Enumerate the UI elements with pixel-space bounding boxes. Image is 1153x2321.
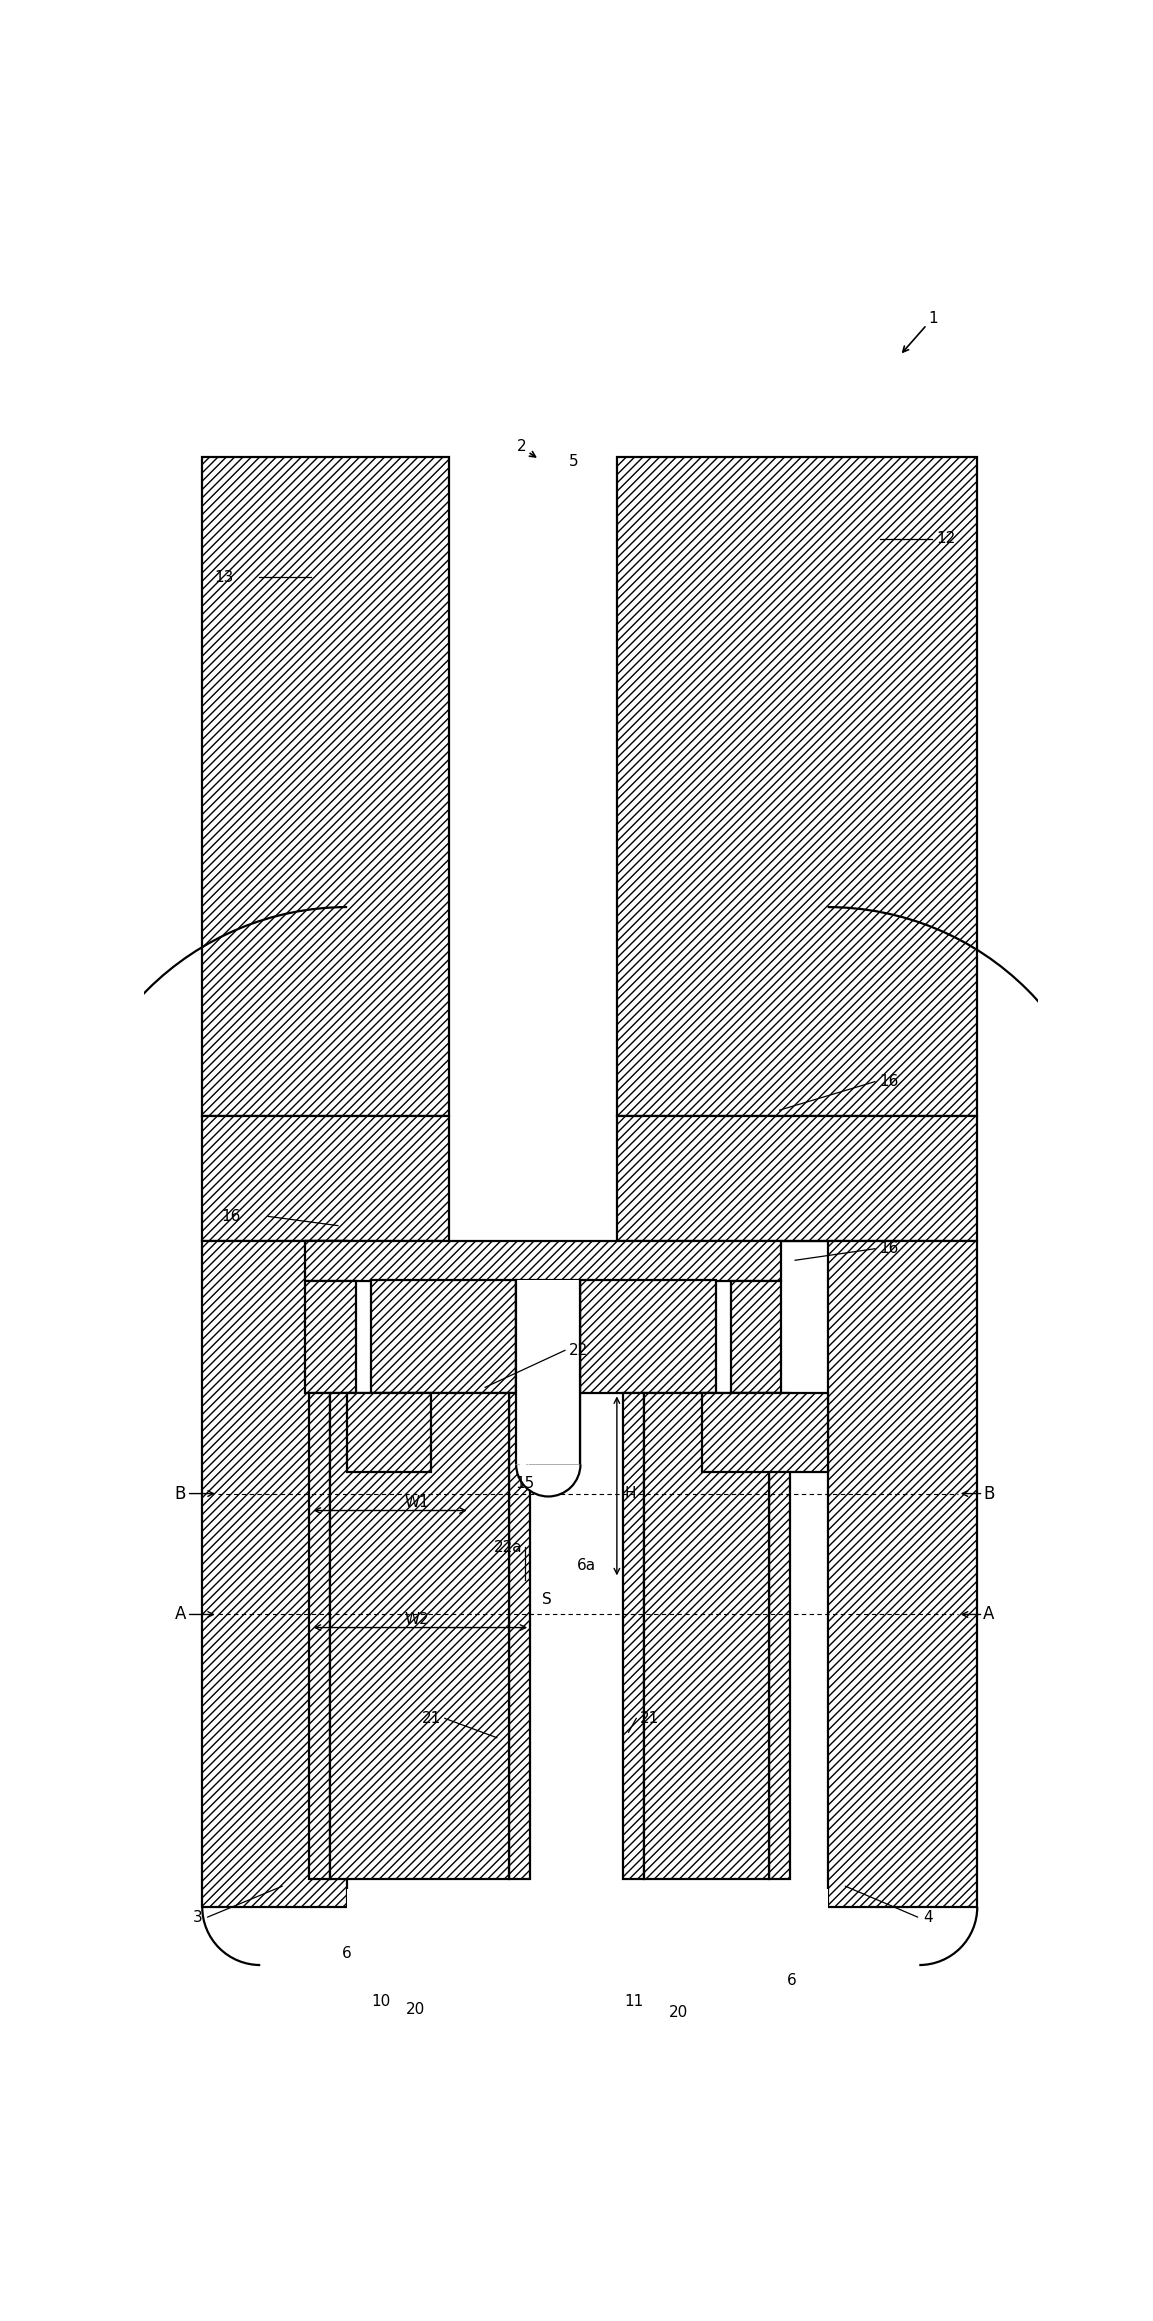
Text: 21: 21 [422, 1711, 440, 1727]
Bar [347, 1889, 828, 1933]
Text: B: B [984, 1485, 995, 1502]
Text: H: H [625, 1485, 636, 1502]
Text: 2: 2 [517, 439, 527, 455]
Text: W1: W1 [405, 1495, 429, 1511]
Polygon shape [330, 1393, 510, 1878]
Text: 3: 3 [193, 1910, 202, 1924]
Text: 6a: 6a [576, 1557, 596, 1574]
Text: 11: 11 [624, 1994, 643, 2010]
Text: W2: W2 [405, 1613, 429, 1627]
Polygon shape [769, 1393, 790, 1878]
Text: 22a: 22a [493, 1539, 522, 1555]
Text: 16: 16 [879, 1242, 898, 1256]
Text: 6: 6 [786, 1973, 796, 1987]
Polygon shape [371, 1279, 517, 1393]
Polygon shape [517, 1279, 580, 1465]
Text: 6: 6 [342, 1945, 352, 1961]
Text: 20: 20 [669, 2005, 688, 2019]
Polygon shape [202, 457, 449, 1116]
Wedge shape [517, 1465, 580, 1497]
Text: A: A [175, 1606, 187, 1622]
Polygon shape [202, 1242, 347, 1908]
Polygon shape [202, 1116, 449, 1242]
Text: B: B [175, 1485, 187, 1502]
Text: 1: 1 [928, 311, 937, 325]
Polygon shape [510, 1393, 530, 1878]
Text: 13: 13 [213, 569, 233, 585]
Text: A: A [984, 1606, 995, 1622]
Polygon shape [828, 1242, 978, 1908]
Polygon shape [617, 457, 978, 1116]
Polygon shape [306, 1242, 782, 1281]
Text: 4: 4 [924, 1910, 933, 1924]
Text: 21: 21 [640, 1711, 660, 1727]
Text: 15: 15 [515, 1476, 535, 1490]
Polygon shape [617, 1116, 978, 1242]
Polygon shape [309, 1393, 330, 1878]
Polygon shape [306, 1281, 355, 1393]
Text: 5: 5 [568, 455, 579, 469]
Polygon shape [702, 1393, 828, 1472]
Text: S: S [542, 1592, 551, 1606]
Text: 12: 12 [936, 532, 956, 545]
Text: 16: 16 [221, 1209, 241, 1223]
Polygon shape [623, 1393, 645, 1878]
Text: 22: 22 [568, 1344, 588, 1358]
Polygon shape [347, 1393, 431, 1472]
Polygon shape [645, 1393, 769, 1878]
Polygon shape [731, 1281, 782, 1393]
Polygon shape [580, 1279, 716, 1393]
Text: 20: 20 [406, 2003, 425, 2017]
Bar [517, 1279, 580, 1465]
Text: 10: 10 [371, 1994, 390, 2010]
Text: 16: 16 [879, 1075, 898, 1089]
